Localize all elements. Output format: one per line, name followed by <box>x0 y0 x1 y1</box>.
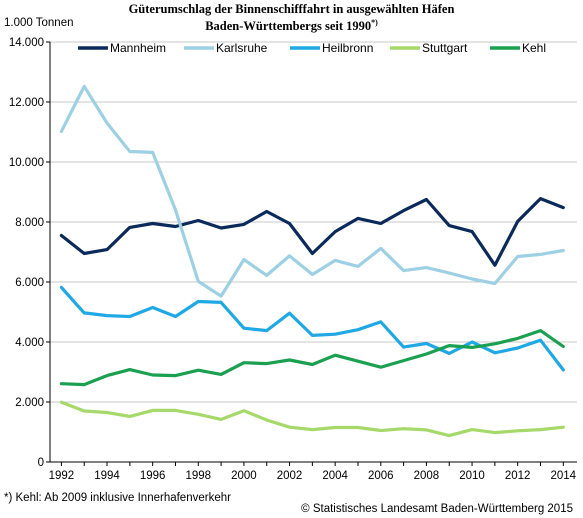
series-line-kehl <box>59 329 565 387</box>
y-tick: 8.000 <box>15 217 50 229</box>
x-tick-label: 2008 <box>414 470 440 482</box>
legend: Mannheim Karlsruhe Heilbronn Stuttgart Kehl <box>78 41 546 55</box>
y-tick-label: 14.000 <box>9 37 44 49</box>
legend-item-karlsruhe: Karlsruhe <box>184 41 268 55</box>
x-tick-label: 2010 <box>459 470 485 482</box>
legend-label: Kehl <box>522 41 546 55</box>
y-tick-label: 10.000 <box>9 157 44 169</box>
x-tick-label: 1998 <box>185 470 211 482</box>
y-tick: 2.000 <box>15 397 50 409</box>
y-tick-label: 4.000 <box>15 337 44 349</box>
x-tick-label: 2002 <box>277 470 303 482</box>
series-line-karlsruhe <box>59 84 565 298</box>
y-tick-label: 2.000 <box>15 397 44 409</box>
x-tick: 2008 <box>414 470 440 482</box>
x-tick-label: 1994 <box>94 470 120 482</box>
chart-title: Güterumschlag der Binnenschifffahrt in a… <box>0 2 583 33</box>
legend-label: Heilbronn <box>322 41 373 55</box>
y-tick-label: 6.000 <box>15 277 44 289</box>
y-tick: 6.000 <box>15 277 50 289</box>
x-tick: 1996 <box>140 470 166 482</box>
x-tick: 2000 <box>231 470 257 482</box>
legend-item-mannheim: Mannheim <box>78 41 166 55</box>
y-tick: 0 <box>38 457 50 469</box>
chart-title-line1: Güterumschlag der Binnenschifffahrt in a… <box>128 2 455 16</box>
y-tick: 10.000 <box>9 157 50 169</box>
y-tick-label: 0 <box>38 457 44 469</box>
grid-lines <box>50 41 577 403</box>
y-tick-label: 8.000 <box>15 217 44 229</box>
y-tick: 14.000 <box>9 37 50 49</box>
legend-item-heilbronn: Heilbronn <box>290 41 373 55</box>
x-tick-label: 1996 <box>140 470 166 482</box>
y-tick: 12.000 <box>9 97 50 109</box>
y-tick-label: 12.000 <box>9 97 44 109</box>
x-tick-label: 2014 <box>551 470 577 482</box>
legend-item-stuttgart: Stuttgart <box>390 41 468 55</box>
legend-label: Mannheim <box>110 41 166 55</box>
x-tick: 2002 <box>277 470 303 482</box>
legend-label: Stuttgart <box>422 41 468 55</box>
legend-item-kehl: Kehl <box>490 41 546 55</box>
y-axis-unit-label: 1.000 Tonnen <box>4 17 74 29</box>
x-tick: 1998 <box>185 470 211 482</box>
x-tick-label: 2004 <box>322 470 348 482</box>
chart-title-line2-text: Baden-Württembergs seit 1990 <box>205 19 372 34</box>
series-line-mannheim <box>59 197 565 267</box>
x-tick: 2010 <box>459 470 485 482</box>
legend-label: Karlsruhe <box>216 41 268 55</box>
x-tick: 2014 <box>551 470 577 482</box>
series-line-stuttgart <box>59 400 565 438</box>
source-note: © Statistisches Landesamt Baden-Württemb… <box>301 503 573 515</box>
y-tick: 4.000 <box>15 337 50 349</box>
x-tick: 2006 <box>368 470 394 482</box>
x-tick: 1994 <box>94 470 120 482</box>
x-tick: 1992 <box>49 470 75 482</box>
chart-title-footnote-mark: *) <box>371 18 378 27</box>
series-line-heilbronn <box>59 285 565 372</box>
x-tick-label: 1992 <box>49 470 75 482</box>
x-tick-label: 2006 <box>368 470 394 482</box>
x-tick-label: 2000 <box>231 470 257 482</box>
series-lines <box>59 84 565 438</box>
axes: 0 2.000 4.000 6.000 8.000 10.000 12.000 14.000 1… <box>9 37 577 482</box>
x-tick: 2012 <box>505 470 531 482</box>
x-tick-label: 2012 <box>505 470 531 482</box>
footnote: *) Kehl: Ab 2009 inklusive Innerhafenver… <box>4 492 231 504</box>
chart-title-line2: Baden-Württembergs seit 1990*) <box>0 16 583 33</box>
x-tick: 2004 <box>322 470 348 482</box>
